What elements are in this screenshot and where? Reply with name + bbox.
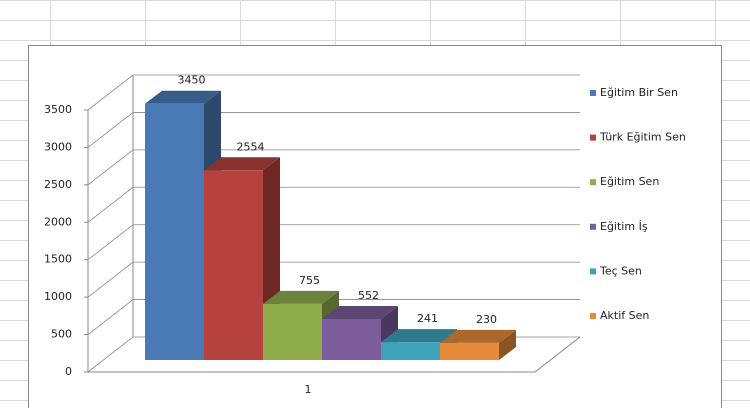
y-tick-label: 3000	[44, 140, 72, 153]
data-label: 755	[299, 274, 320, 287]
data-label: 230	[476, 313, 497, 326]
bar-top	[381, 329, 457, 343]
grid-line	[87, 261, 580, 298]
legend-swatch	[590, 223, 596, 230]
data-label: 3450	[178, 74, 206, 87]
grid-line	[87, 112, 580, 148]
y-tick-label: 2500	[44, 178, 72, 191]
legend-label: Türk Eğitim Sen	[599, 131, 686, 144]
grid-line	[87, 149, 580, 186]
x-tick-label: 1	[305, 383, 312, 396]
bar-top	[204, 157, 280, 171]
legend-swatch	[590, 179, 596, 186]
bar	[145, 103, 204, 360]
legend-label: Aktif Sen	[600, 309, 649, 322]
legend-swatch	[590, 90, 596, 96]
y-tick-label: 500	[51, 328, 72, 341]
legend-label: Teç Sen	[599, 264, 642, 277]
floor	[88, 336, 581, 373]
legend-swatch	[590, 268, 596, 275]
y-tick-label: 0	[65, 365, 72, 378]
legend-swatch	[590, 134, 596, 141]
bar-top	[263, 290, 339, 304]
data-label: 241	[417, 312, 438, 325]
bar	[322, 318, 381, 360]
data-label: 2554	[237, 140, 265, 153]
bar-top	[145, 90, 221, 104]
legend-swatch	[590, 313, 596, 319]
y-tick-label: 3500	[44, 103, 72, 116]
y-tick-label: 1000	[44, 290, 72, 303]
y-tick-label: 1500	[44, 253, 72, 266]
plot: 0 500 1000 1500 2000 2500 3000 3500 3450 2554 755 5…	[44, 74, 686, 396]
bar-top	[440, 329, 516, 343]
bar-side	[499, 329, 516, 360]
bar	[263, 303, 322, 360]
y-tick-label: 2000	[44, 215, 72, 228]
grid-line	[87, 224, 580, 261]
legend-label: Eğitim Bir Sen	[600, 86, 678, 99]
grid-line	[87, 186, 580, 223]
legend-label: Eğitim İş	[600, 220, 648, 233]
bar	[204, 170, 263, 360]
bar	[440, 342, 499, 360]
grid-line	[87, 299, 580, 335]
data-label: 552	[358, 289, 379, 302]
bar	[381, 342, 440, 360]
legend-label: Eğitim Sen	[600, 175, 659, 188]
bar-top	[322, 305, 398, 319]
grid-line	[87, 74, 580, 111]
